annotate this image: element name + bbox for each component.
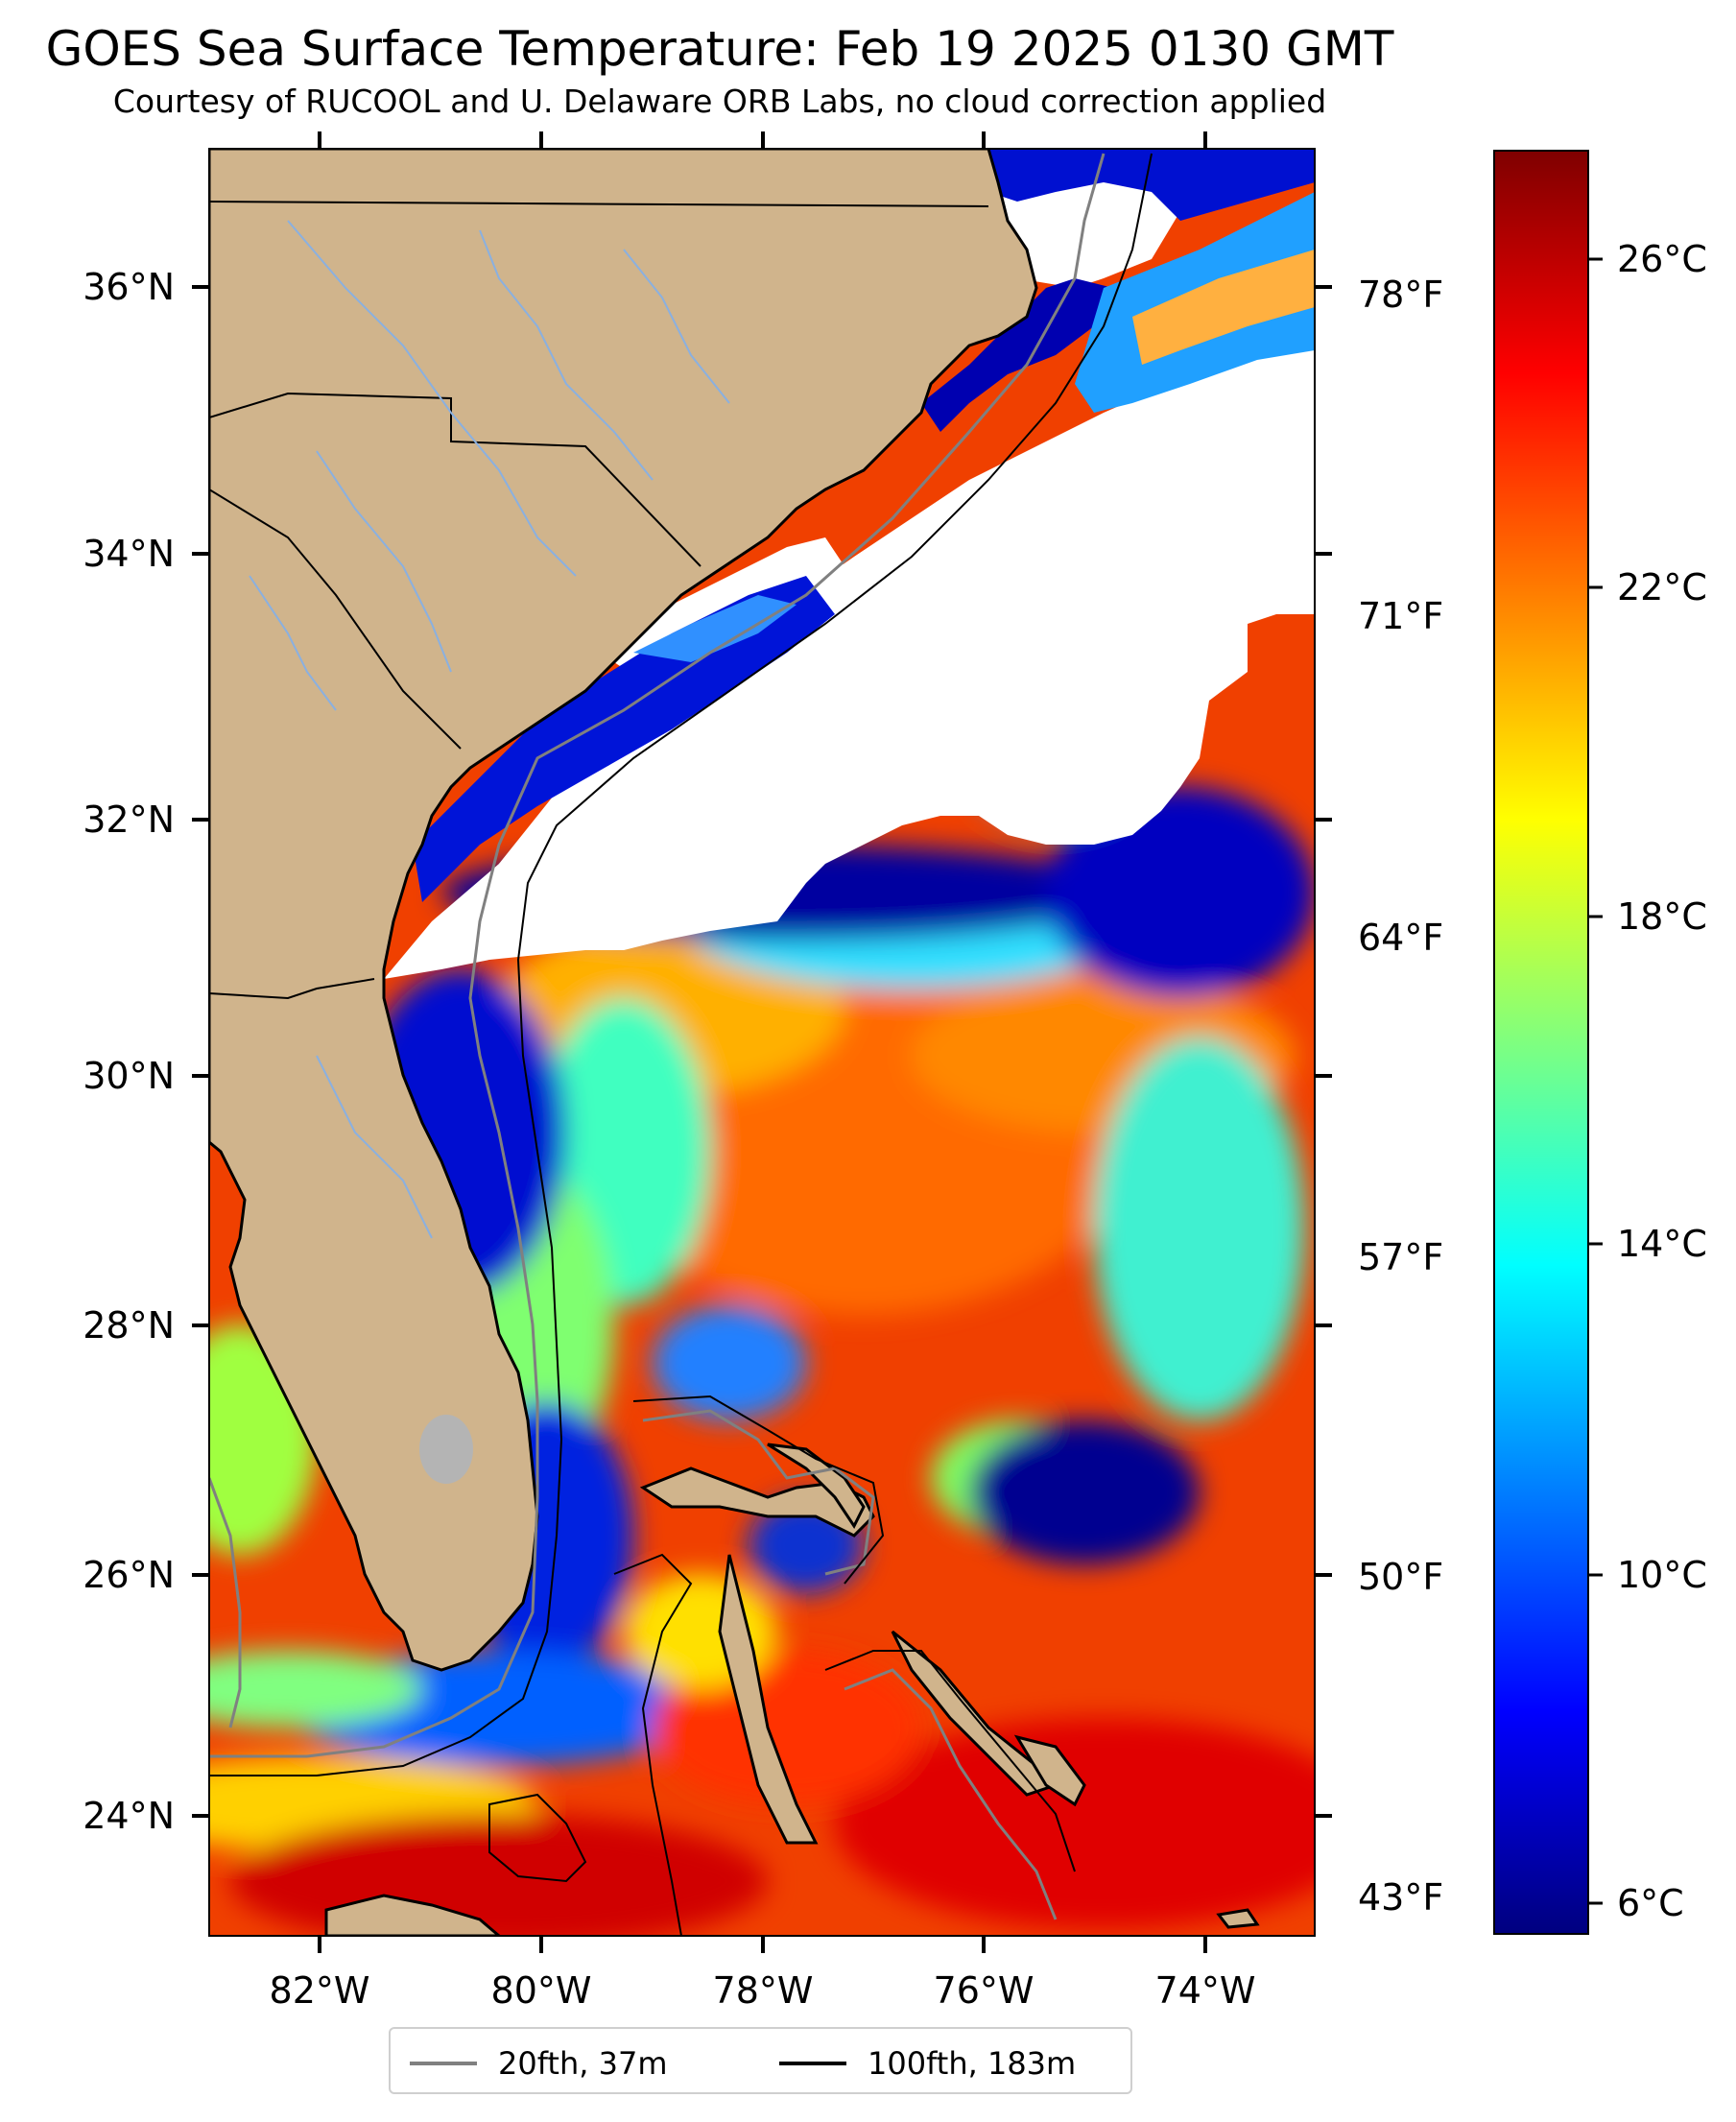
fahrenheit-label: 50°F	[1358, 1556, 1443, 1598]
lat-label: 32°N	[83, 799, 175, 841]
isobath-20fth	[209, 153, 1106, 1758]
lat-label: 30°N	[83, 1055, 175, 1097]
lon-label: 76°W	[934, 1969, 1034, 2012]
colorbar-gradient	[1493, 150, 1589, 1935]
rivers	[249, 220, 730, 1239]
cold-coastal-band	[413, 149, 1315, 902]
colorbar: 26°C 22°C 18°C 14°C 10°C 6°C	[1493, 150, 1707, 1935]
lat-label: 34°N	[83, 533, 175, 575]
lon-label: 78°W	[713, 1969, 814, 2012]
legend-label: 100fth, 183m	[868, 2045, 1077, 2082]
map-title: GOES Sea Surface Temperature: Feb 19 202…	[45, 21, 1394, 77]
isobath-contours	[209, 153, 1153, 1936]
lat-label: 28°N	[83, 1304, 175, 1347]
celsius-label: 10°C	[1617, 1554, 1707, 1596]
legend: 20fth, 37m 100fth, 183m	[389, 2027, 1132, 2094]
celsius-label: 22°C	[1617, 566, 1707, 608]
fahrenheit-label: 71°F	[1358, 595, 1443, 637]
celsius-label: 14°C	[1617, 1223, 1707, 1265]
lat-label: 36°N	[83, 266, 175, 308]
celsius-label: 6°C	[1617, 1882, 1684, 1924]
lon-label: 82°W	[270, 1969, 370, 2012]
lat-label: 26°N	[83, 1554, 175, 1596]
fahrenheit-label: 43°F	[1358, 1876, 1443, 1919]
legend-line-gray	[410, 2062, 477, 2065]
lat-label: 24°N	[83, 1795, 175, 1837]
celsius-label: 26°C	[1617, 238, 1707, 280]
celsius-label: 18°C	[1617, 895, 1707, 938]
isobath-100fth	[209, 153, 1153, 1776]
legend-line-black	[779, 2062, 846, 2065]
land-us	[209, 149, 1038, 1672]
state-borders	[209, 201, 989, 1000]
lon-label: 74°W	[1155, 1969, 1256, 2012]
map-subtitle: Courtesy of RUCOOL and U. Delaware ORB L…	[112, 83, 1327, 120]
legend-item-20fth: 20fth, 37m	[410, 2044, 667, 2083]
lon-ticks	[318, 131, 1207, 1953]
fahrenheit-label: 78°F	[1358, 274, 1443, 316]
sst-field	[209, 710, 1315, 1936]
lake-okeechobee	[419, 1415, 473, 1484]
bahamas-islands	[324, 1442, 1260, 1936]
lon-label: 80°W	[491, 1969, 592, 2012]
map-panel	[209, 149, 1315, 1936]
legend-label: 20fth, 37m	[498, 2045, 668, 2082]
fahrenheit-label: 57°F	[1358, 1236, 1443, 1278]
lat-ticks	[192, 285, 1332, 1818]
legend-item-100fth: 100fth, 183m	[779, 2044, 1076, 2083]
fahrenheit-label: 64°F	[1358, 917, 1443, 959]
